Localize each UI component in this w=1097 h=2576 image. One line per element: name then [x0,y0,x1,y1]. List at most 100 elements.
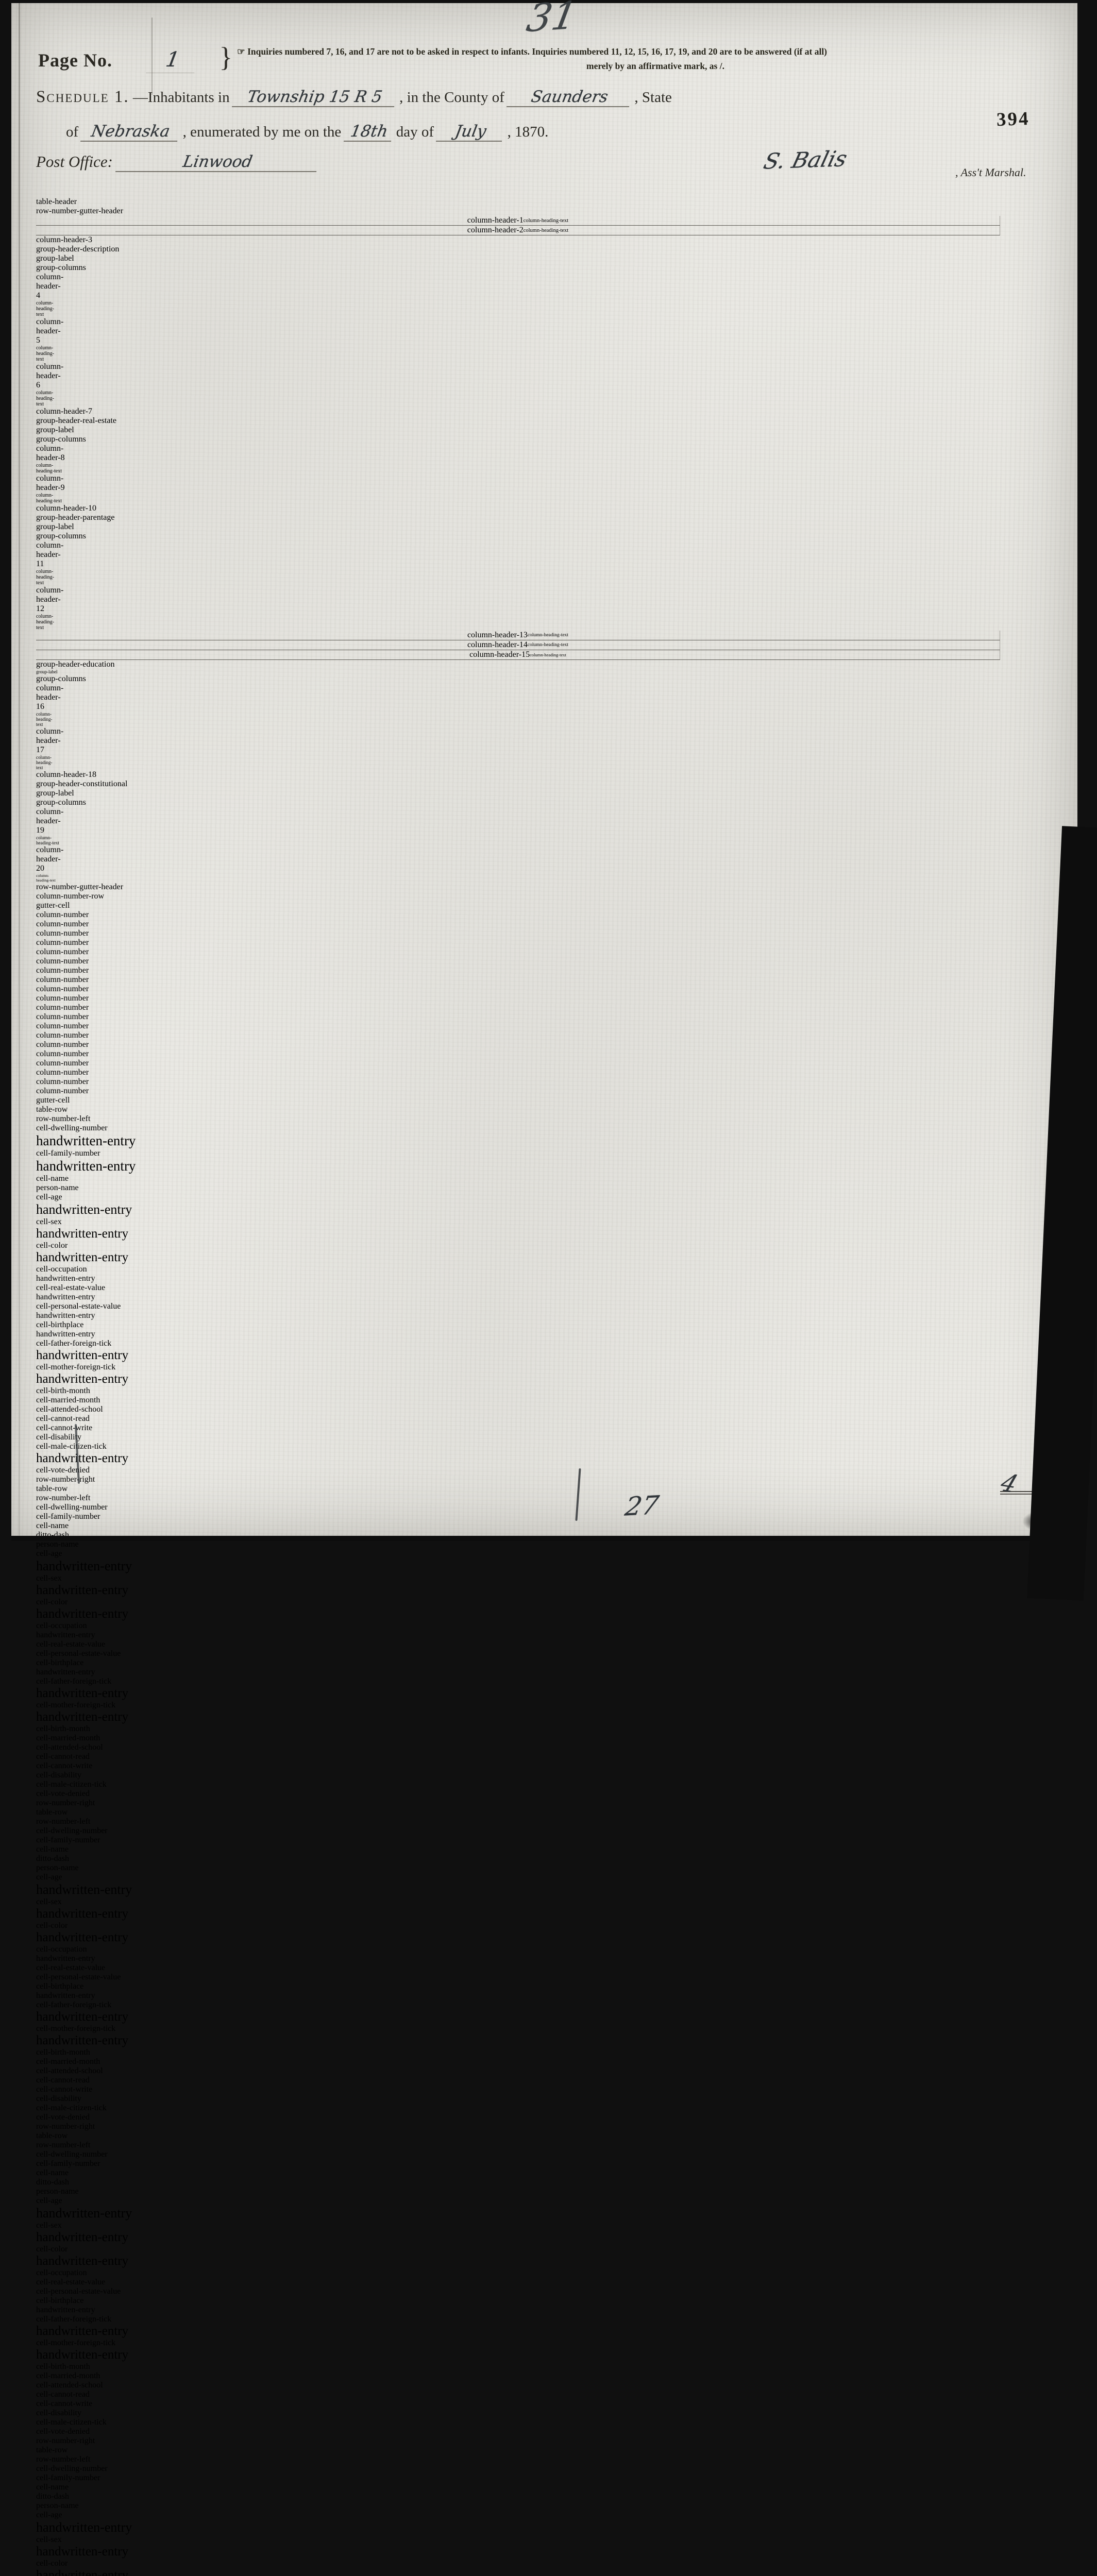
c birth-c: cell-birthplace handwritten-entry [36,1320,1000,1339]
hand: handwritten-entry [36,1954,95,1963]
c: cell-sex handwritten-entry [36,1897,1000,1921]
inquiries-note: ☞ Inquiries numbered 7, 16, and 17 are n… [237,44,1074,73]
group-cols: group-columns column-header-8 column-headi… [36,435,86,504]
group-label: group-label [36,669,58,674]
county-label: , in the County of [399,89,504,106]
vcell: column-header-17 column-heading-text [36,727,64,770]
c: cell-family-number [36,1836,100,1844]
hand: handwritten-entry [36,1930,129,1944]
vtext: column-heading-text [527,642,569,648]
c: cell-vote-denied [36,2427,90,2436]
gut gutR: row-number-right [36,2122,95,2131]
c val-c: cell-real-estate-value [36,1640,106,1649]
day-field: 18th [343,122,394,142]
c: cell-father-foreign-tick handwritten-entr… [36,2315,1000,2338]
hand: person-name [36,1183,79,1192]
group-label: group-label [36,426,74,434]
hand: handwritten-entry [36,2033,129,2047]
hcell htext small: column-header-18 [36,770,96,779]
c born-c: cell-birth-month [36,2048,90,2057]
c: cell-cannot-write [36,2085,93,2094]
group-label: group-label [36,254,74,263]
scan-edge-right [1027,826,1097,1601]
c occ-c: cell-occupation [36,2268,87,2277]
c: cell-age handwritten-entry [36,1873,1000,1897]
gut gutL: row-number-left [36,1494,91,1502]
vtext: column-heading-text [527,633,569,638]
census-page-scan: 31 Page No. 1 } ☞ Inquiries numbered 7, … [11,0,1097,2576]
c: cell-attended-school [36,1743,103,1752]
c: cell-father-foreign-tick handwritten-entr… [36,2001,1000,2024]
c: cell-sex handwritten-entry [36,2535,1000,2559]
hand: person-name [36,2501,79,2510]
census-table: table-header row-number-gutter-header colu… [36,197,1000,2576]
c val-c: cell-personal-estate-value [36,1649,121,1658]
census-scan-root: { "page": { "page_no_label": "Page No.",… [11,0,1097,2576]
pen-scribble-bottom-number: 27 [623,1490,661,1522]
vtext: column-heading-text [36,493,62,504]
gut gutL: row-number-left [36,2455,91,2464]
year-label: , 1870. [507,124,549,140]
vcell: column-header-12 column-heading-text [36,586,64,631]
c: cell-family-number handwritten-entry [36,1149,1000,1174]
gut gutL: row-number-left [36,1817,91,1826]
c occ-c: cell-occupation handwritten-entry [36,1621,1000,1640]
c: cell-color handwritten-entry [36,1921,1000,1945]
hand: handwritten-entry [36,1348,129,1362]
hgroup: group-header-parentage group-label group-c… [36,513,1000,631]
gut gutR: row-number-right [36,1799,95,1807]
schedule-title-line: Schedule 1. —Inhabitants in Township 15 … [36,88,672,107]
c: cell-age handwritten-entry [36,1193,1000,1217]
c val-c: cell-real-estate-value handwritten-entry [36,1283,1000,1302]
c: cell-age handwritten-entry [36,1549,1000,1574]
hand: person-name [36,1540,79,1549]
hgroup: group-header-description group-label group… [36,245,1000,407]
c: cell-attended-school [36,2066,103,2075]
vtext: column-heading-text [36,345,54,362]
c: cell-family-number [36,2473,100,2482]
gut gutR: gutter-cell [36,1096,70,1105]
hcell htext: column-header-10 [36,504,96,513]
gut gutL: row-number-left [36,1114,91,1123]
tnums: column-number-row gutter-cell column-numbe… [36,892,1000,1105]
hand: handwritten-entry [36,2348,129,2362]
hand: handwritten-entry [36,1991,95,2000]
inhabitants-label: —Inhabitants in [132,89,230,106]
inquiries-line-1: ☞ Inquiries numbered 7, 16, and 17 are n… [237,46,828,57]
vcell: column-header-19 column-heading-text [36,807,64,845]
c val-c: cell-personal-estate-value [36,2287,121,2296]
hgroup: group-header-real-estate group-label group… [36,416,1000,504]
dash: ditto-dash [36,1854,69,1863]
township-field: Township 15 R 5 [231,88,397,107]
vcell: column-header-2 column-heading-text [36,226,1000,235]
c: cell-vote-denied [36,1466,90,1475]
post-office-field: Linwood [115,152,319,172]
c: cell-sex handwritten-entry [36,2221,1000,2245]
c: cell-male-citizen-tick handwritten-entry [36,1442,1000,1466]
trow: table-row row-number-left cell-dwelling-nu… [36,2131,1000,2446]
marshal-label: , Ass't Marshal. [955,166,1026,179]
hand: handwritten-entry [36,1583,129,1597]
c: cell-attended-school [36,2381,103,2389]
hand: handwritten-entry [36,1558,132,1573]
enumerated-label: , enumerated by me on the [182,124,342,140]
c: cell-dwelling-number [36,2464,108,2473]
c: cell-married-month [36,2057,100,2066]
vcell: column-header-6 column-heading-text [36,362,64,407]
hand: handwritten-entry [36,1607,129,1621]
page-stamp-number: 394 [996,108,1031,131]
hand: handwritten-entry [36,1227,129,1241]
hand: handwritten-entry [36,1710,129,1724]
group-cols: group-columns column-header-19 column-head… [36,798,86,883]
gut gutR: row-number-right [36,2436,95,2445]
group-label: group-label [36,522,74,531]
dash: ditto-dash [36,2492,69,2501]
c name-c: cell-name ditto-dash person-name [36,1521,1000,1549]
c: cell-male-citizen-tick [36,2104,107,2112]
vcell: column-header-20 column-heading-text [36,845,64,883]
hand: handwritten-entry [36,2206,132,2221]
c: cell-sex handwritten-entry [36,1217,1000,1241]
post-office-line: Post Office: Linwood [36,152,319,172]
group-cols: group-columns column-header-16 column-head… [36,674,86,770]
c: cell-mother-foreign-tick handwritten-entr… [36,1701,1000,1724]
